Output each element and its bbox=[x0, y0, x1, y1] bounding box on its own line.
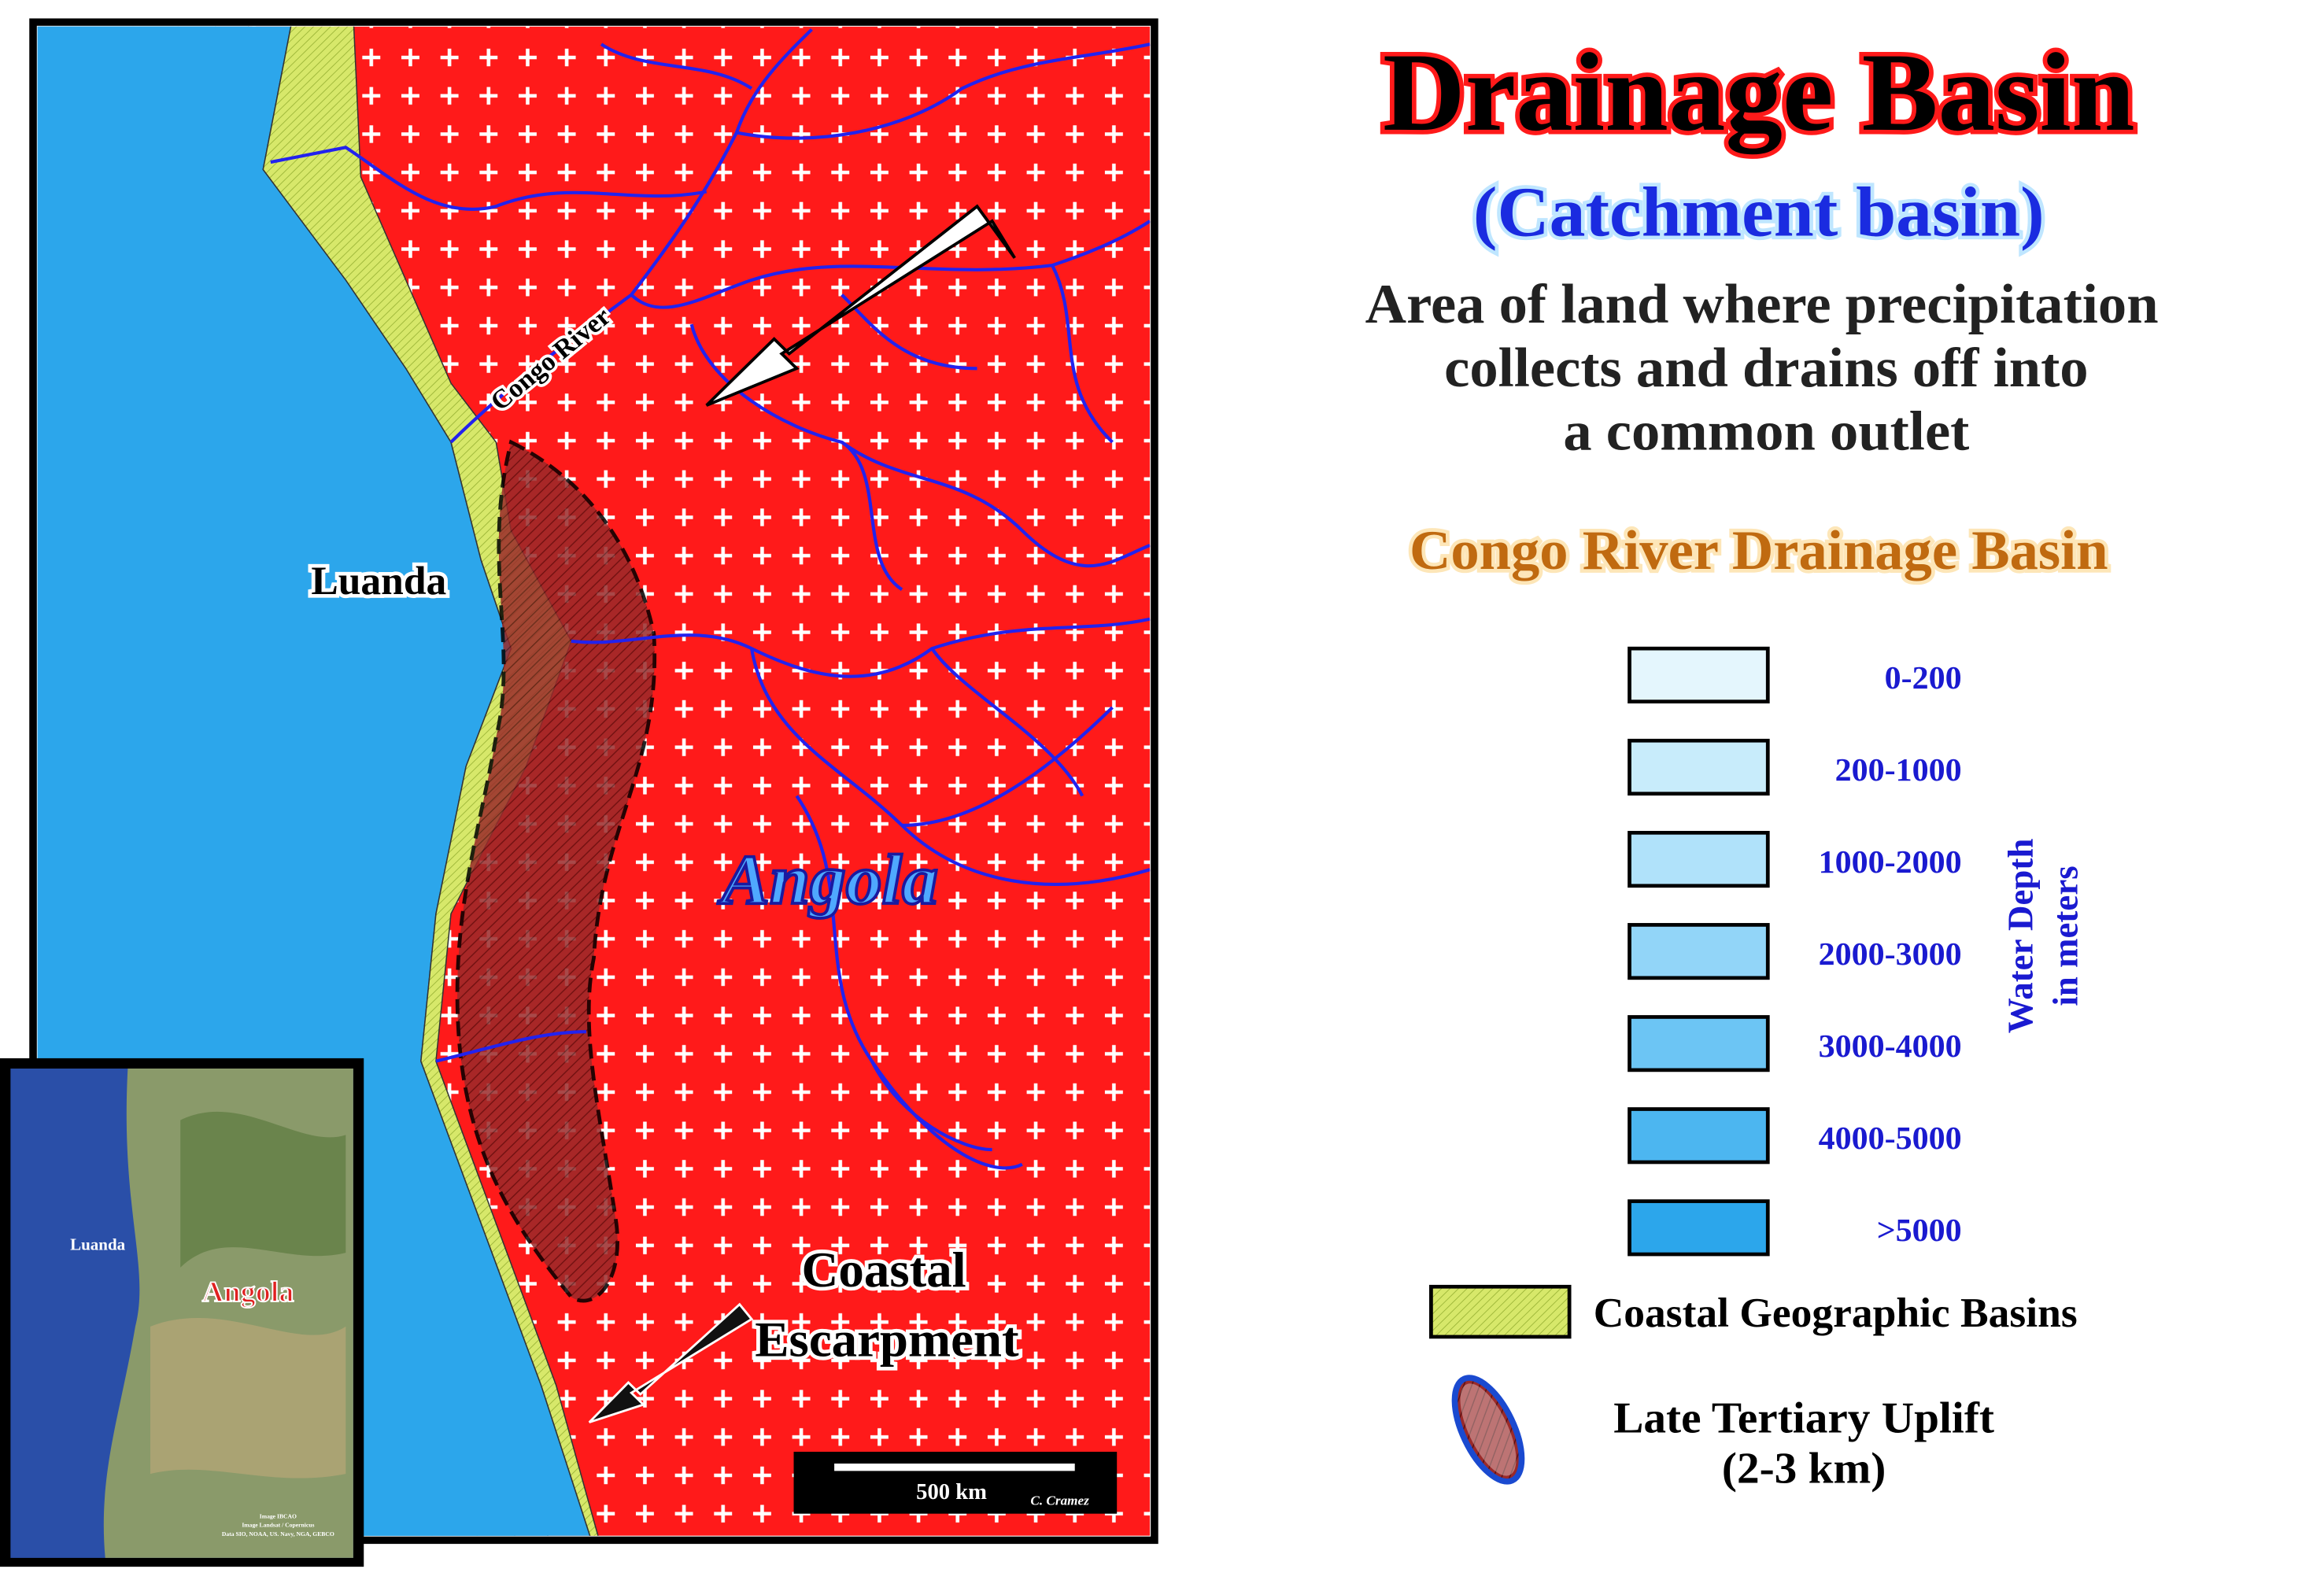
depth-title: in meters bbox=[2045, 866, 2085, 1006]
city-label: Luanda bbox=[311, 559, 446, 603]
description: collects and drains off into bbox=[1444, 336, 2088, 398]
depth-label: 3000-4000 bbox=[1819, 1028, 1962, 1065]
inset-credit: Image Landsat / Copernicus bbox=[242, 1522, 314, 1529]
uplift-area bbox=[455, 439, 657, 1303]
country-label: Angola bbox=[718, 840, 938, 919]
arrow bbox=[588, 1302, 754, 1423]
inset-city-label: Luanda bbox=[70, 1236, 126, 1254]
map-border bbox=[29, 18, 1158, 1545]
depth-swatch bbox=[1628, 1107, 1770, 1165]
depth-title: Water Depth bbox=[2001, 839, 2040, 1034]
arrow bbox=[705, 204, 1016, 407]
title: Drainage Basin bbox=[1383, 31, 2135, 154]
scale-label: 500 km bbox=[916, 1480, 987, 1504]
coastal-basin bbox=[262, 26, 599, 1536]
description: a common outlet bbox=[1563, 400, 1969, 462]
coastal-swatch bbox=[1429, 1284, 1572, 1339]
inset-country-label: Angola bbox=[202, 1275, 294, 1309]
uplift-swatch bbox=[1460, 1383, 1517, 1476]
inset-credit: Data SIO, NOAA, US. Navy, NGA, GEBCO bbox=[222, 1530, 334, 1538]
uplift-label: (2-3 km) bbox=[1722, 1444, 1886, 1493]
inset: Luanda Angola Image IBCAO Image Landsat … bbox=[0, 1058, 364, 1567]
escarpment-label: Coastal bbox=[802, 1242, 966, 1298]
depth-label: 2000-3000 bbox=[1819, 936, 1962, 973]
inset-credit: Image IBCAO bbox=[260, 1512, 297, 1519]
depth-swatch bbox=[1628, 923, 1770, 980]
depth-swatch bbox=[1628, 1015, 1770, 1072]
depth-label: 200-1000 bbox=[1835, 752, 1962, 788]
depth-label: 0-200 bbox=[1885, 660, 1962, 696]
description: Area of land where precipitation bbox=[1365, 273, 2159, 335]
depth-label: 4000-5000 bbox=[1819, 1120, 1962, 1157]
rivers bbox=[270, 28, 1151, 1170]
scale-box bbox=[793, 1452, 1118, 1514]
coastal-label: Coastal Geographic Basins bbox=[1594, 1290, 2078, 1335]
depth-swatch bbox=[1628, 646, 1770, 703]
legend: Water Depth in meters Coastal Geographic… bbox=[1429, 646, 2086, 1493]
depth-swatch bbox=[1628, 1199, 1770, 1257]
author: C. Cramez bbox=[1030, 1493, 1089, 1508]
escarpment-label: Escarpment bbox=[755, 1312, 1019, 1367]
scale-bar bbox=[834, 1464, 1075, 1471]
subtitle: (Catchment basin) bbox=[1473, 172, 2045, 251]
basin-name: Congo River Drainage Basin bbox=[1410, 519, 2108, 581]
depth-swatch bbox=[1628, 738, 1770, 796]
uplift-label: Late Tertiary Uplift bbox=[1613, 1394, 1994, 1442]
depth-swatch bbox=[1628, 830, 1770, 888]
depth-label: 1000-2000 bbox=[1819, 844, 1962, 880]
uplift-swatch bbox=[1451, 1375, 1525, 1485]
depth-label: >5000 bbox=[1877, 1213, 1962, 1250]
